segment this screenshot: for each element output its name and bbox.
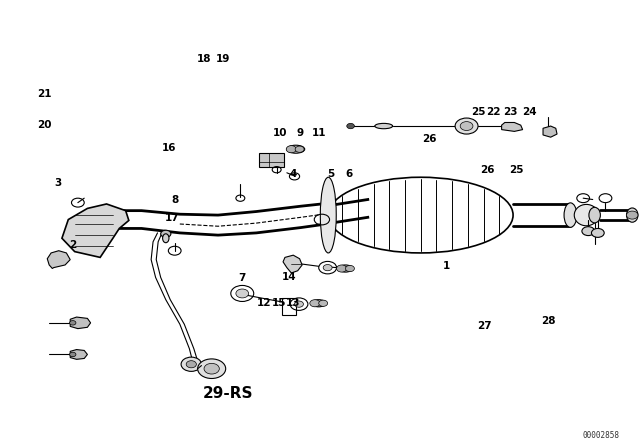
Text: 18: 18 [196, 54, 211, 64]
Circle shape [295, 146, 304, 152]
Text: 21: 21 [38, 89, 52, 99]
Polygon shape [70, 317, 91, 329]
Text: 26: 26 [422, 134, 437, 144]
Circle shape [455, 118, 478, 134]
Ellipse shape [320, 177, 336, 253]
Polygon shape [283, 255, 302, 273]
Text: 3: 3 [54, 178, 61, 188]
Text: 13: 13 [286, 298, 301, 308]
Text: 19: 19 [216, 54, 230, 64]
Circle shape [346, 265, 355, 271]
Ellipse shape [574, 204, 598, 226]
Circle shape [70, 352, 76, 357]
Circle shape [181, 357, 202, 371]
Circle shape [198, 359, 226, 379]
Text: 15: 15 [271, 298, 286, 308]
Ellipse shape [287, 145, 305, 153]
Circle shape [591, 228, 604, 237]
Ellipse shape [589, 207, 600, 223]
Circle shape [204, 363, 220, 374]
Circle shape [294, 301, 303, 307]
Ellipse shape [375, 123, 393, 129]
Ellipse shape [339, 265, 353, 272]
Circle shape [70, 321, 76, 325]
Circle shape [310, 300, 320, 307]
Text: 10: 10 [273, 128, 288, 138]
Ellipse shape [163, 234, 169, 243]
Ellipse shape [627, 208, 638, 222]
Polygon shape [70, 349, 88, 359]
Circle shape [460, 121, 473, 130]
Text: 29-RS: 29-RS [202, 386, 253, 401]
FancyBboxPatch shape [282, 298, 296, 315]
Text: 16: 16 [162, 143, 176, 153]
Circle shape [186, 361, 196, 368]
Text: 28: 28 [541, 316, 556, 326]
Text: 17: 17 [165, 213, 179, 223]
Text: 9: 9 [296, 128, 303, 138]
Circle shape [627, 211, 638, 219]
Text: 00002858: 00002858 [582, 431, 620, 440]
Circle shape [319, 300, 328, 306]
Polygon shape [47, 251, 70, 268]
Ellipse shape [312, 300, 326, 307]
Circle shape [236, 289, 248, 298]
Text: 1: 1 [442, 261, 450, 271]
Text: 6: 6 [345, 169, 352, 179]
Text: 14: 14 [282, 272, 297, 282]
Text: 4: 4 [289, 169, 297, 179]
Text: 22: 22 [486, 107, 500, 117]
Text: 20: 20 [38, 120, 52, 130]
Text: 2: 2 [69, 241, 76, 250]
Circle shape [161, 230, 171, 237]
Ellipse shape [328, 177, 513, 253]
Polygon shape [502, 122, 523, 131]
Text: 25: 25 [471, 107, 485, 117]
Text: 23: 23 [502, 107, 517, 117]
Polygon shape [543, 126, 557, 137]
Circle shape [323, 264, 332, 271]
Text: 26: 26 [480, 165, 494, 175]
Text: 12: 12 [257, 298, 271, 308]
Circle shape [337, 265, 347, 272]
Circle shape [582, 227, 595, 236]
Circle shape [347, 123, 355, 129]
Text: 7: 7 [239, 273, 246, 283]
Text: 5: 5 [327, 169, 335, 179]
Polygon shape [62, 204, 129, 258]
Circle shape [286, 146, 296, 153]
FancyBboxPatch shape [259, 153, 284, 167]
Text: 11: 11 [312, 128, 326, 138]
Text: 25: 25 [509, 165, 524, 175]
Ellipse shape [564, 203, 577, 227]
Text: 24: 24 [522, 107, 536, 117]
Text: 8: 8 [172, 194, 179, 205]
Text: 27: 27 [477, 320, 492, 331]
